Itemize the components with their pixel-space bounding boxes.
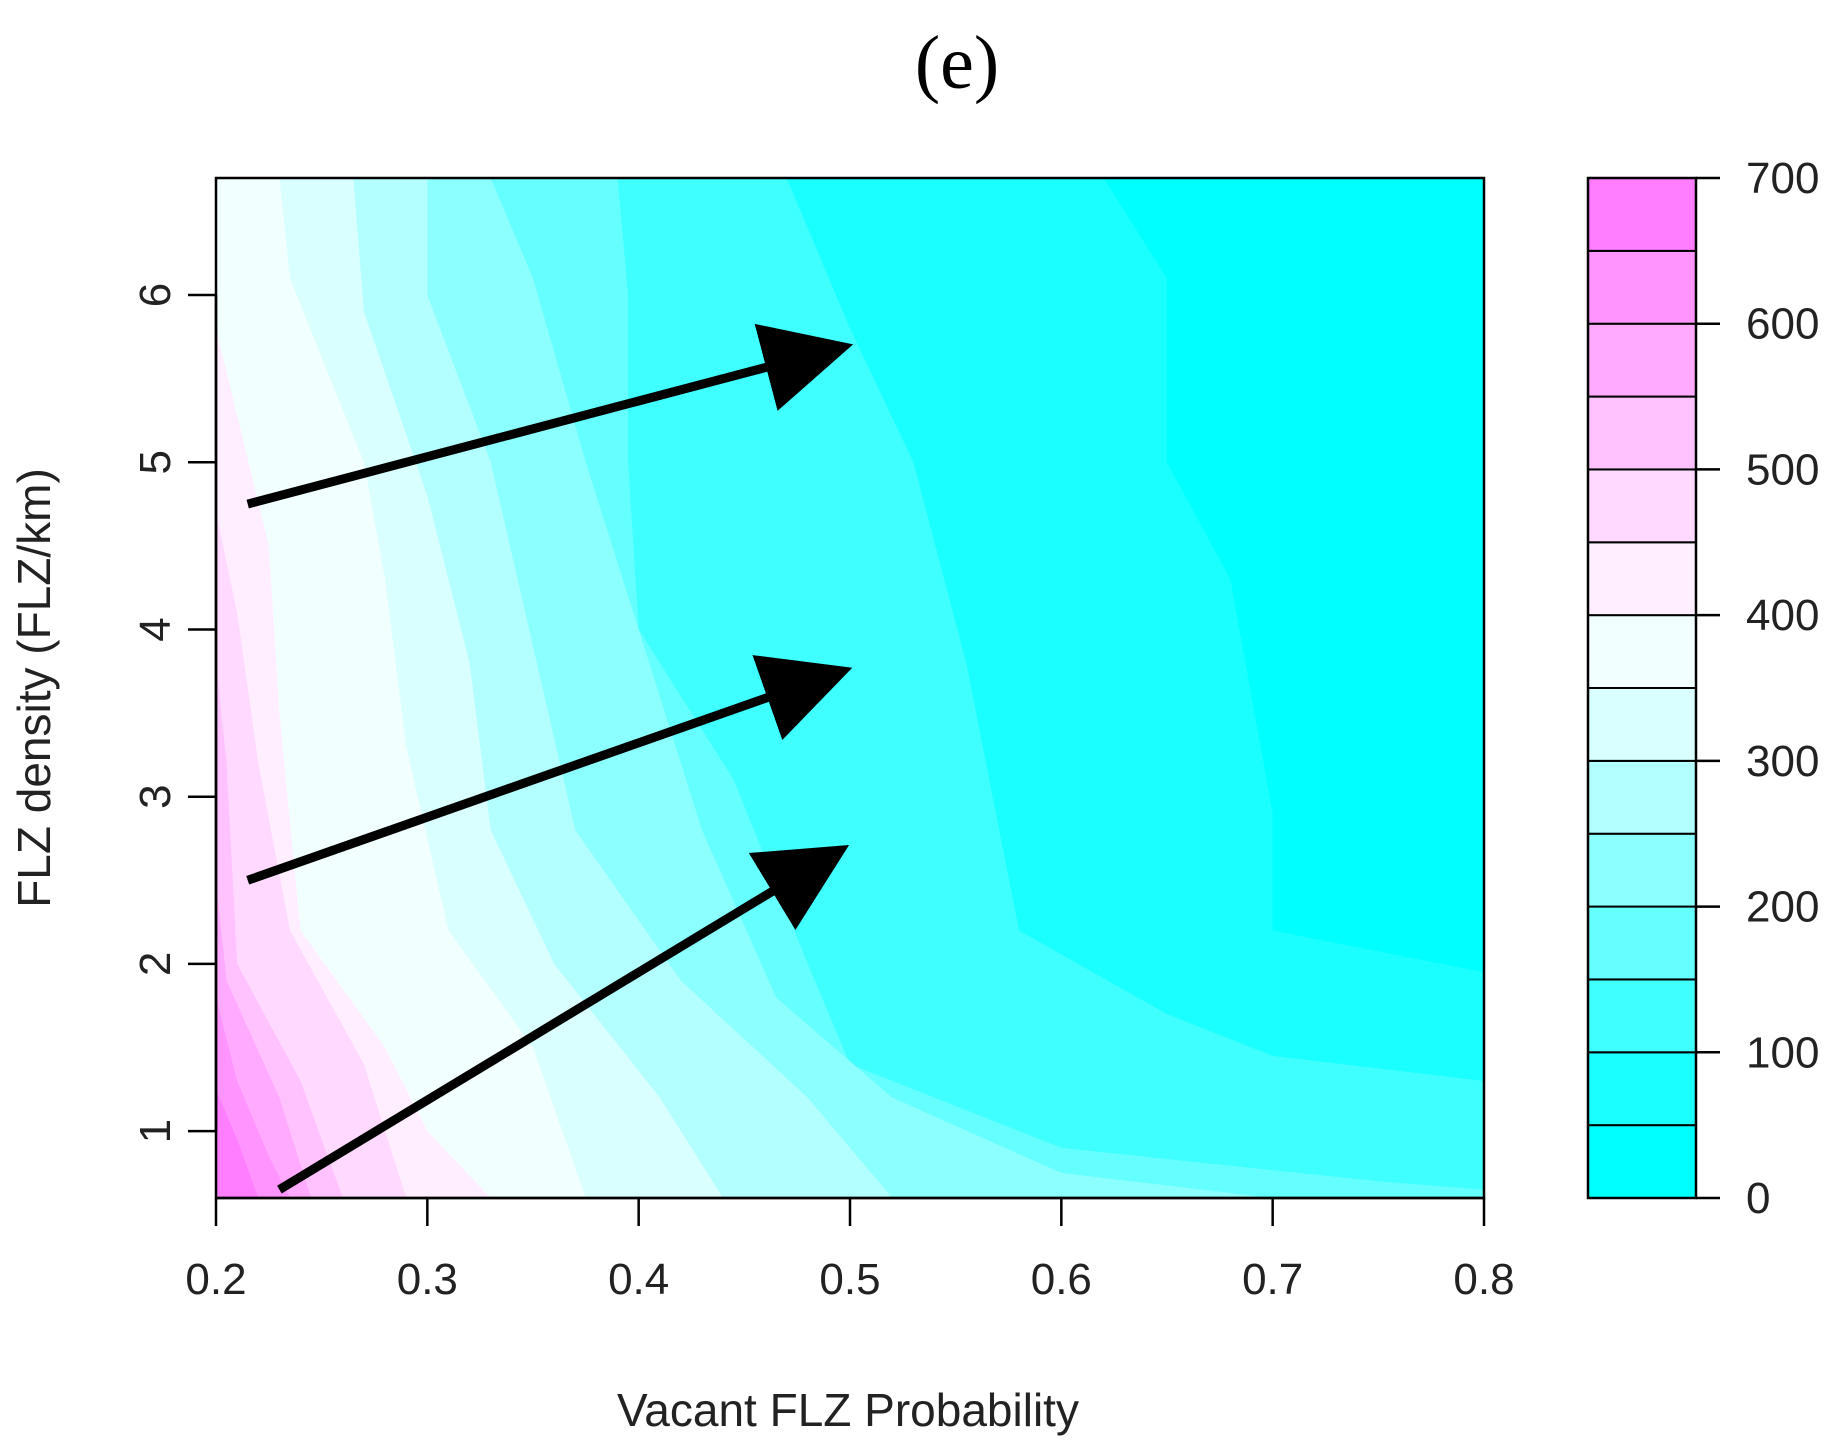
legend-swatch-200: [1587, 832, 1697, 908]
chart-title: (e): [915, 21, 999, 105]
legend-swatch-550: [1587, 322, 1697, 398]
contour-band-650: [216, 1089, 259, 1198]
legend-tick-label: 100: [1746, 1028, 1819, 1077]
legend-swatch-400: [1587, 541, 1697, 617]
x-axis-title: Vacant FLZ Probability: [617, 1384, 1079, 1436]
legend-swatch-250: [1587, 759, 1697, 835]
legend-tick-label: 700: [1746, 154, 1819, 203]
legend-tick-label: 300: [1746, 737, 1819, 786]
y-tick-label: 1: [131, 1119, 180, 1143]
x-axis: 0.2 0.3 0.4 0.5 0.6 0.7 0.8: [185, 1196, 1515, 1304]
legend-frame: [1586, 176, 1698, 1200]
legend-swatch-300: [1587, 687, 1697, 762]
x-tick-label: 0.7: [1242, 1255, 1303, 1304]
x-tick-label: 0.8: [1453, 1255, 1514, 1304]
arrow-2: [246, 655, 853, 885]
legend-swatch-350: [1587, 614, 1697, 690]
legend-tick-label: 400: [1746, 591, 1819, 640]
y-axis: 1 2 3 4 5 6: [131, 283, 218, 1143]
y-tick-label: 3: [131, 784, 180, 808]
legend-swatch-0: [1587, 1124, 1697, 1199]
y-tick-label: 4: [131, 617, 180, 641]
arrow-3: [277, 844, 850, 1194]
legend-swatch-650: [1587, 177, 1697, 252]
x-tick-label: 0.4: [608, 1255, 669, 1304]
x-tick-label: 0.5: [819, 1255, 880, 1304]
x-tick-label: 0.2: [185, 1255, 246, 1304]
legend-tick-label: 200: [1746, 883, 1819, 932]
legend-swatch-100: [1587, 978, 1697, 1054]
y-axis-title: FLZ density (FLZ/km): [8, 468, 60, 908]
arrow-1: [246, 323, 854, 509]
legend-tick-label: 600: [1746, 300, 1819, 349]
legend-tick-label: 0: [1746, 1174, 1770, 1223]
plot-area: [216, 178, 1484, 1198]
legend-tick-label: 500: [1746, 445, 1819, 494]
legend-swatch-150: [1587, 905, 1697, 981]
x-tick-label: 0.6: [1031, 1255, 1092, 1304]
legend-swatch-50: [1587, 1051, 1697, 1127]
x-tick-label: 0.3: [397, 1255, 458, 1304]
y-tick-label: 5: [131, 450, 180, 474]
y-tick-label: 6: [131, 283, 180, 307]
y-tick-label: 2: [131, 952, 180, 976]
arrow-annotations: [246, 323, 854, 1194]
color-legend: 0 100 200 300 400 500 600 700: [1586, 154, 1819, 1223]
legend-swatch-450: [1587, 468, 1697, 544]
legend-swatch-600: [1587, 249, 1697, 325]
legend-swatch-500: [1587, 395, 1697, 471]
